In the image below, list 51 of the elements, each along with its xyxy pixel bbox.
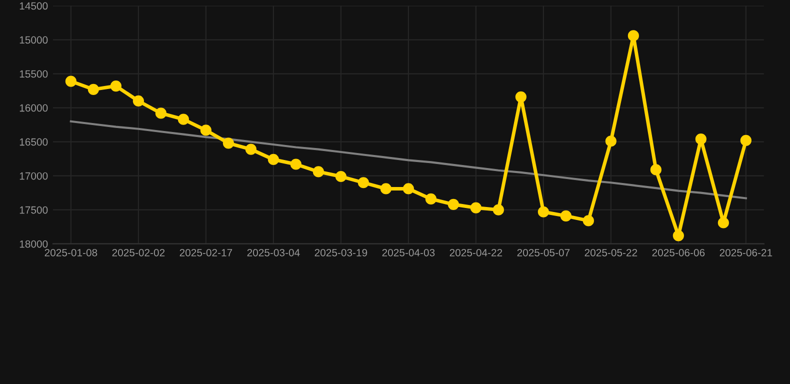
x-tick-label: 2025-04-03 xyxy=(382,248,435,256)
point xyxy=(268,154,279,166)
point xyxy=(65,76,76,87)
point xyxy=(560,210,572,222)
point xyxy=(110,80,122,92)
x-tick-label: 2025-06-06 xyxy=(652,248,705,256)
x-tick-label: 2025-03-04 xyxy=(247,248,300,256)
point xyxy=(222,138,234,149)
point xyxy=(335,170,346,182)
point xyxy=(740,134,752,146)
y-tick-label: 16500 xyxy=(20,138,48,146)
point xyxy=(695,134,706,145)
x-tick-label: 2025-06-21 xyxy=(720,248,772,256)
y-tick-label: 15500 xyxy=(20,70,48,78)
y-tick-label: 18000 xyxy=(20,240,48,248)
x-tick-label: 2025-05-22 xyxy=(584,248,638,256)
point xyxy=(178,114,189,125)
point xyxy=(470,202,482,214)
point xyxy=(628,30,639,42)
x-tick-label: 2025-05-07 xyxy=(517,248,570,256)
point xyxy=(672,230,684,242)
x-tick-label: 2025-03-19 xyxy=(314,248,368,256)
point xyxy=(155,108,166,119)
x-tick-label: 2025-01-08 xyxy=(44,248,98,256)
point xyxy=(582,215,594,226)
point xyxy=(132,95,144,107)
point xyxy=(200,124,212,136)
point xyxy=(88,84,99,95)
point xyxy=(515,91,526,102)
point xyxy=(425,193,436,204)
y-tick-label: 15000 xyxy=(20,36,48,44)
x-tick-label: 2025-02-17 xyxy=(180,248,232,256)
point xyxy=(538,206,549,218)
point xyxy=(718,217,729,228)
line-series xyxy=(70,120,747,200)
point xyxy=(380,183,392,194)
point xyxy=(402,183,414,194)
point xyxy=(650,164,662,176)
point xyxy=(245,144,256,155)
x-tick-label: 2025-02-02 xyxy=(112,248,165,256)
y-tick-label: 17000 xyxy=(20,172,48,180)
x-tick-label: 2025-04-22 xyxy=(450,248,502,256)
point xyxy=(312,166,324,178)
point xyxy=(358,177,369,188)
point xyxy=(605,136,616,147)
point xyxy=(492,204,504,216)
point xyxy=(290,158,302,170)
point xyxy=(448,198,459,210)
y-tick-label: 16000 xyxy=(20,104,48,112)
y-tick-label: 14500 xyxy=(20,2,48,10)
y-tick-label: 17500 xyxy=(20,206,48,214)
